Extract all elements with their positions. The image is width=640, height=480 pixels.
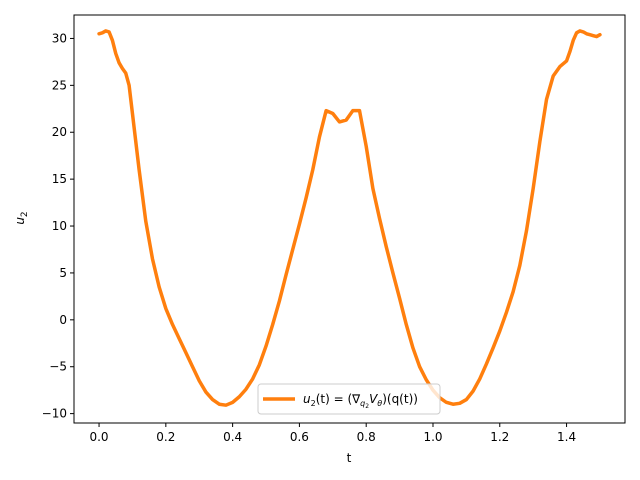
legend-tail: )(q(t)) bbox=[382, 392, 418, 406]
y-tick-label: 0 bbox=[59, 313, 67, 327]
x-tick-label: 0.0 bbox=[89, 430, 108, 444]
x-tick-label: 1.0 bbox=[423, 430, 442, 444]
legend-v: V bbox=[369, 392, 378, 406]
legend-label: u2(t) = (∇q2Vθ)(q(t)) bbox=[303, 392, 418, 410]
legend: u2(t) = (∇q2Vθ)(q(t)) bbox=[257, 383, 441, 415]
y-tick-label: −5 bbox=[49, 360, 67, 374]
legend-nabla-subsub: 2 bbox=[365, 403, 369, 410]
x-tick-label: 0.2 bbox=[156, 430, 175, 444]
x-axis-label: t bbox=[347, 451, 352, 465]
y-tick-label: 5 bbox=[59, 266, 67, 280]
y-axis-label: u2 bbox=[13, 211, 30, 224]
y-axis-label-subscript: 2 bbox=[20, 211, 30, 217]
legend-frame bbox=[257, 383, 441, 415]
x-tick-label: 1.2 bbox=[490, 430, 509, 444]
y-tick-label: 15 bbox=[52, 172, 67, 186]
y-tick-label: 25 bbox=[52, 78, 67, 92]
series-line bbox=[97, 29, 602, 407]
x-tick-label: 0.8 bbox=[357, 430, 376, 444]
legend-u-sub: 2 bbox=[311, 399, 316, 408]
legend-v-sub: θ bbox=[377, 399, 382, 408]
legend-u: u bbox=[303, 392, 311, 406]
x-tick-label: 0.4 bbox=[223, 430, 242, 444]
plot-area bbox=[97, 29, 602, 407]
y-tick-label: 30 bbox=[52, 31, 67, 45]
y-tick-label: −10 bbox=[42, 407, 67, 421]
y-tick-label: 10 bbox=[52, 219, 67, 233]
x-axis-ticks: 0.0 0.2 0.4 0.6 0.8 1.0 1.2 1.4 bbox=[89, 423, 576, 444]
y-axis-ticks: −10 −5 0 5 10 15 20 25 30 bbox=[42, 31, 74, 421]
legend-body: (t) = (∇ bbox=[316, 392, 361, 406]
axes-frame bbox=[73, 14, 626, 424]
y-tick-label: 20 bbox=[52, 125, 67, 139]
x-tick-label: 0.6 bbox=[290, 430, 309, 444]
x-tick-label: 1.4 bbox=[557, 430, 576, 444]
y-axis-label-main: u bbox=[13, 217, 27, 225]
legend-nabla-sub: q bbox=[360, 399, 365, 408]
